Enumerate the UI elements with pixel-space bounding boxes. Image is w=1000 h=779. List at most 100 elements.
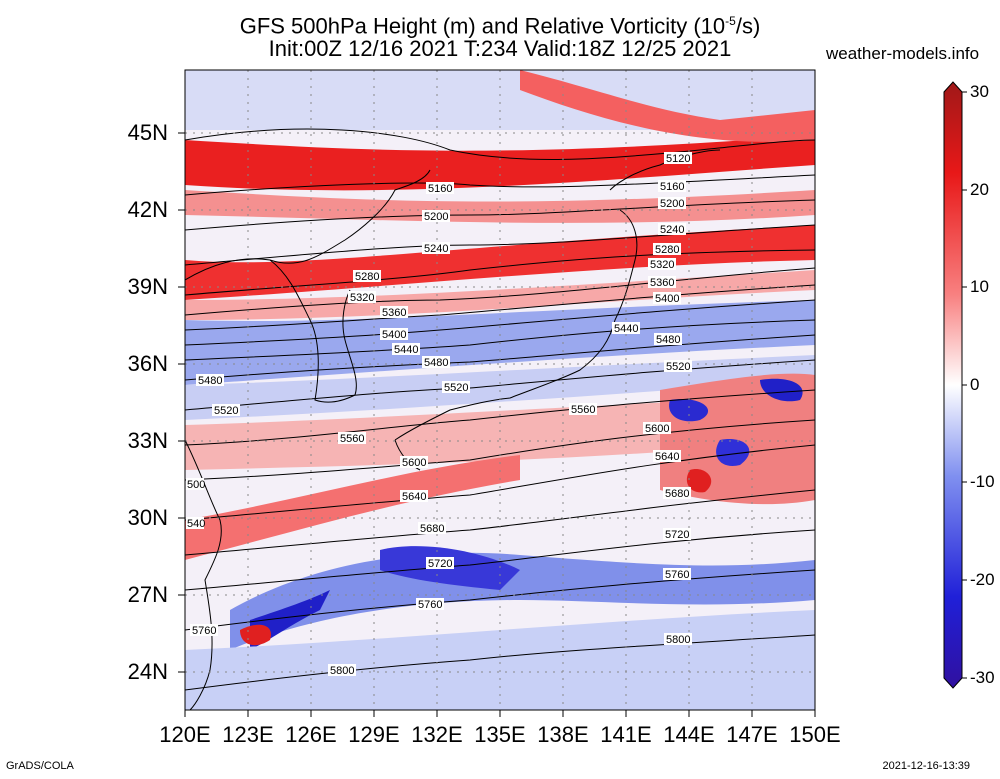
contour-label-5800: 5800 — [328, 664, 356, 677]
contour-label-5280-east: 5280 — [653, 243, 681, 256]
svg-text:5240: 5240 — [660, 224, 684, 236]
contour-label-5320-east: 5320 — [648, 258, 676, 271]
contour-label-5440-east: 5440 — [612, 322, 640, 335]
contour-label-clipped-540: 540 — [186, 517, 205, 530]
svg-text:5480: 5480 — [198, 375, 222, 387]
svg-text:5680: 5680 — [665, 488, 689, 500]
svg-text:5360: 5360 — [382, 307, 406, 319]
svg-text:5520: 5520 — [214, 405, 238, 417]
contour-label-5520-mid: 5520 — [442, 381, 470, 394]
contour-label-5400-east: 5400 — [653, 292, 681, 305]
svg-text:5320: 5320 — [350, 292, 374, 304]
lat-label-24n: 24N — [127, 659, 168, 684]
contour-label-5240-east: 5240 — [658, 223, 686, 236]
contour-label-5440: 5440 — [392, 343, 420, 356]
colorbar-label-0: 0 — [970, 375, 980, 394]
svg-text:5120: 5120 — [666, 153, 690, 165]
lon-label-132e: 132E — [411, 722, 463, 747]
contour-label-5480-mid: 5480 — [422, 356, 450, 369]
svg-text:5280: 5280 — [355, 271, 379, 283]
lat-label-39n: 39N — [127, 274, 168, 299]
contour-label-5520-east: 5520 — [664, 360, 692, 373]
svg-text:5720: 5720 — [665, 529, 689, 541]
contour-label-5720: 5720 — [426, 557, 454, 570]
svg-text:500: 500 — [187, 479, 205, 491]
contour-label-5760-mid: 5760 — [416, 598, 444, 611]
colorbar-label-neg20: -20 — [970, 570, 995, 589]
footer-software-credit: GrADS/COLA — [6, 760, 74, 772]
contour-label-5320: 5320 — [348, 291, 376, 304]
contour-label-5240: 5240 — [422, 242, 450, 255]
lon-label-138e: 138E — [537, 722, 589, 747]
footer-timestamp: 2021-12-16-13:39 — [882, 760, 970, 772]
lon-label-120e: 120E — [159, 722, 211, 747]
svg-text:5240: 5240 — [424, 243, 448, 255]
contour-label-5120: 5120 — [664, 152, 692, 165]
contour-label-5760: 5760 — [190, 624, 218, 637]
lon-label-126e: 126E — [285, 722, 337, 747]
title-exponent: -5 — [725, 14, 736, 28]
colorbar-label-neg10: -10 — [970, 472, 995, 491]
svg-text:5760: 5760 — [665, 569, 689, 581]
svg-text:5760: 5760 — [418, 599, 442, 611]
contour-label-5520: 5520 — [212, 404, 240, 417]
svg-text:5360: 5360 — [650, 277, 674, 289]
axis-ticks — [178, 132, 816, 717]
contour-label-5280: 5280 — [353, 270, 381, 283]
lon-label-147e: 147E — [726, 722, 778, 747]
svg-text:5200: 5200 — [424, 211, 448, 223]
lon-label-135e: 135E — [474, 722, 526, 747]
svg-text:5400: 5400 — [655, 293, 679, 305]
svg-text:5760: 5760 — [192, 625, 216, 637]
contour-label-5600: 5600 — [400, 456, 428, 469]
svg-text:5560: 5560 — [571, 404, 595, 416]
contour-label-5360: 5360 — [380, 306, 408, 319]
lon-label-144e: 144E — [663, 722, 715, 747]
contour-label-5680-east: 5680 — [663, 487, 691, 500]
colorbar-label-20: 20 — [970, 180, 989, 199]
contour-label-5200: 5200 — [422, 210, 450, 223]
svg-text:5520: 5520 — [444, 382, 468, 394]
svg-text:5600: 5600 — [645, 423, 669, 435]
colorbar-label-10: 10 — [970, 277, 989, 296]
contour-label-5680: 5680 — [418, 522, 446, 535]
contour-label-5640: 5640 — [400, 490, 428, 503]
svg-text:5560: 5560 — [340, 433, 364, 445]
svg-text:540: 540 — [187, 518, 205, 530]
lat-label-42n: 42N — [127, 197, 168, 222]
colorbar-label-neg30: -30 — [970, 668, 995, 687]
svg-text:5280: 5280 — [655, 244, 679, 256]
lon-label-129e: 129E — [348, 722, 400, 747]
svg-text:5440: 5440 — [394, 344, 418, 356]
contour-label-5560: 5560 — [338, 432, 366, 445]
colorbar-label-30: 30 — [970, 82, 989, 101]
contour-label-5640-east: 5640 — [653, 450, 681, 463]
colorbar — [943, 81, 967, 689]
svg-text:5480: 5480 — [656, 334, 680, 346]
grid-lines — [185, 70, 815, 710]
contour-label-5480-east: 5480 — [654, 333, 682, 346]
contour-label-5360-east: 5360 — [648, 276, 676, 289]
map-title-line2: Init:00Z 12/16 2021 T:234 Valid:18Z 12/2… — [268, 36, 732, 61]
svg-text:5160: 5160 — [428, 183, 452, 195]
contour-label-5400: 5400 — [380, 328, 408, 341]
contour-label-5800-east: 5800 — [664, 633, 692, 646]
lon-label-141e: 141E — [600, 722, 652, 747]
map-title-line1: GFS 500hPa Height (m) and Relative Vorti… — [239, 13, 761, 39]
lon-label-123e: 123E — [222, 722, 274, 747]
lat-label-36n: 36N — [127, 351, 168, 376]
lat-label-33n: 33N — [127, 428, 168, 453]
contour-label-5600-east: 5600 — [643, 422, 671, 435]
lon-label-150e: 150E — [789, 722, 841, 747]
svg-text:5400: 5400 — [382, 329, 406, 341]
lat-label-27n: 27N — [127, 582, 168, 607]
svg-text:5680: 5680 — [420, 523, 444, 535]
svg-text:5160: 5160 — [660, 181, 684, 193]
contour-labels: 5120 5160 5160 5200 5200 5240 5240 5280 … — [186, 152, 692, 677]
contour-label-5760-east: 5760 — [663, 568, 691, 581]
svg-text:5800: 5800 — [330, 665, 354, 677]
lat-label-30n: 30N — [127, 505, 168, 530]
svg-text:5640: 5640 — [402, 491, 426, 503]
site-credit: weather-models.info — [826, 44, 980, 63]
